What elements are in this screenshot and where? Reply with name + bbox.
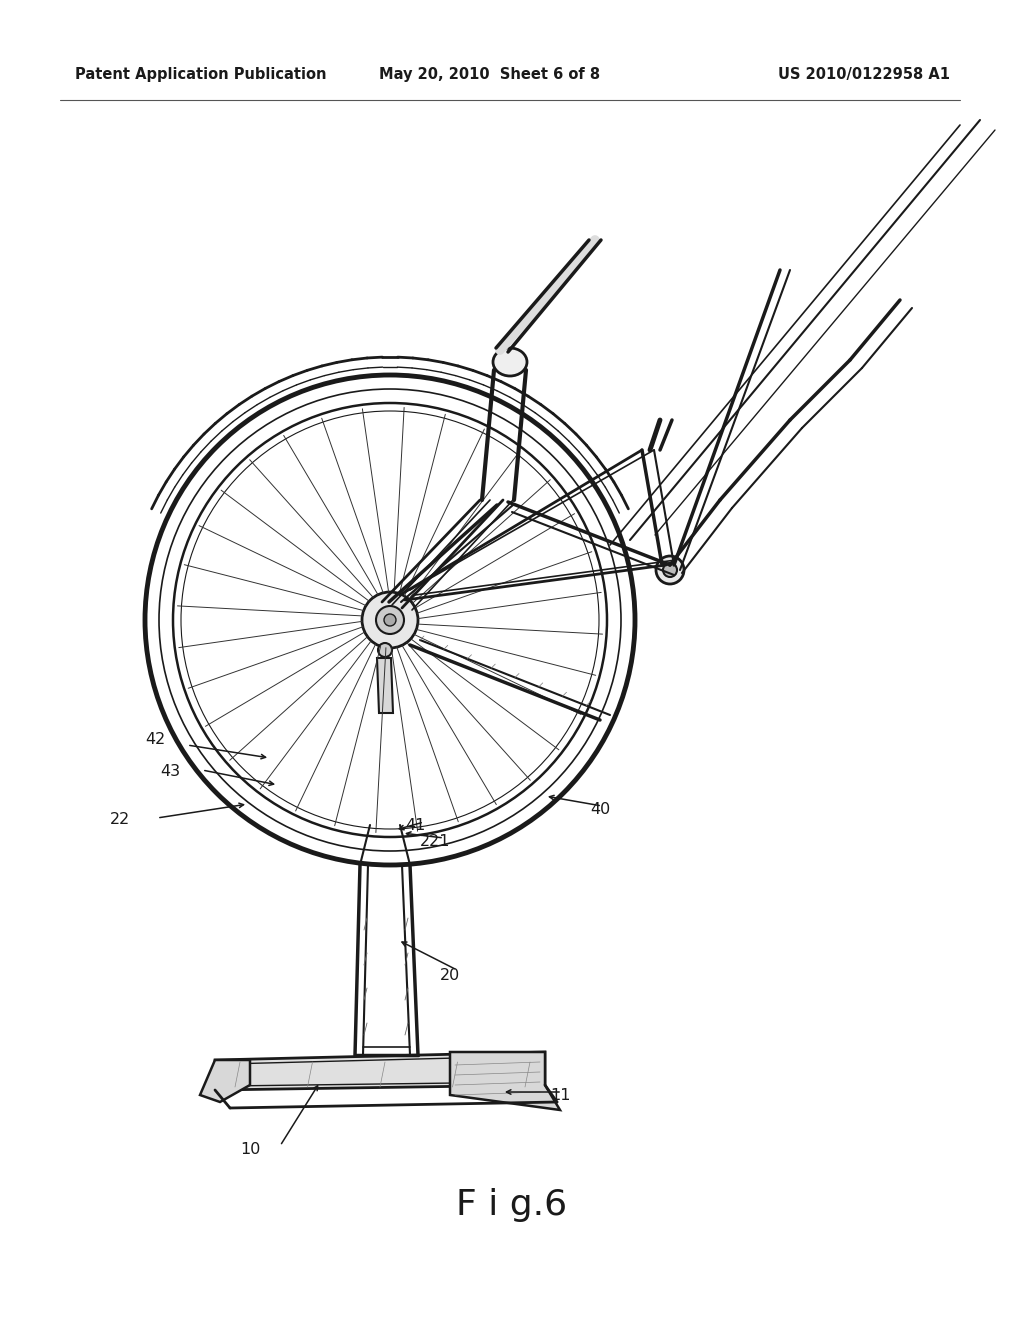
Text: 11: 11 xyxy=(550,1088,570,1102)
Ellipse shape xyxy=(362,591,418,648)
Text: 20: 20 xyxy=(440,968,460,982)
Ellipse shape xyxy=(378,643,392,657)
Text: 42: 42 xyxy=(144,733,165,747)
Text: 22: 22 xyxy=(110,813,130,828)
Ellipse shape xyxy=(663,564,677,577)
Text: May 20, 2010  Sheet 6 of 8: May 20, 2010 Sheet 6 of 8 xyxy=(380,67,600,82)
Text: 10: 10 xyxy=(240,1143,260,1158)
Polygon shape xyxy=(450,1052,560,1110)
Polygon shape xyxy=(215,1052,545,1090)
Polygon shape xyxy=(377,657,393,713)
Ellipse shape xyxy=(656,556,684,583)
Polygon shape xyxy=(200,1060,250,1102)
Ellipse shape xyxy=(384,614,396,626)
Text: 40: 40 xyxy=(590,803,610,817)
Text: F i g.6: F i g.6 xyxy=(457,1188,567,1222)
Text: US 2010/0122958 A1: US 2010/0122958 A1 xyxy=(778,67,950,82)
Text: 41: 41 xyxy=(404,817,425,833)
Ellipse shape xyxy=(493,348,527,376)
Text: 43: 43 xyxy=(160,764,180,780)
Ellipse shape xyxy=(376,606,404,634)
Text: 221: 221 xyxy=(420,834,451,850)
Text: Patent Application Publication: Patent Application Publication xyxy=(75,67,327,82)
